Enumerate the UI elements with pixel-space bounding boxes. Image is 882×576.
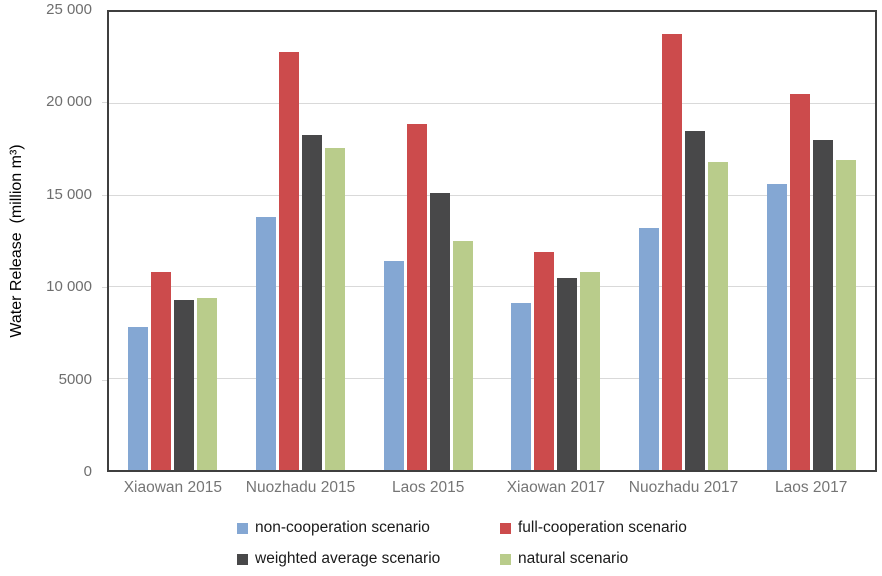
category-label: Nuozhadu 2017 (628, 479, 739, 496)
legend-item: full-cooperation scenario (500, 519, 687, 537)
y-axis-tick-mark (102, 194, 107, 196)
bar-3-2 (452, 241, 473, 470)
y-axis-tick-label: 10 000 (46, 278, 92, 296)
bar-3-3 (580, 272, 601, 470)
legend-item: non-cooperation scenario (237, 519, 500, 537)
bar-3-5 (835, 160, 856, 470)
bar-3-0 (197, 297, 218, 470)
y-axis-tick-label: 25 000 (46, 1, 92, 18)
legend: non-cooperation scenario full-cooperation… (237, 519, 687, 568)
bar-1-3 (534, 252, 555, 470)
bar-0-5 (766, 184, 787, 470)
bar-3-4 (708, 162, 728, 470)
bar-2-0 (174, 299, 195, 470)
bar-0-3 (511, 303, 532, 470)
bar-2-2 (429, 193, 450, 470)
bar-2-3 (557, 277, 578, 470)
legend-item: natural scenario (500, 550, 687, 568)
gridline (109, 103, 875, 105)
legend-label: natural scenario (518, 550, 629, 567)
bar-1-5 (789, 94, 810, 470)
y-axis-tick-label: 15 000 (46, 185, 92, 203)
bar-2-5 (812, 140, 833, 470)
y-axis-tick-mark (102, 102, 107, 104)
y-axis-tick-mark (102, 379, 107, 381)
legend-label: non-cooperation scenario (255, 519, 430, 536)
legend-label: full-cooperation scenario (518, 519, 687, 536)
y-axis-tick-label: 20 000 (46, 93, 92, 111)
bar-3-1 (325, 147, 345, 470)
bar-0-2 (383, 261, 404, 470)
bar-2-4 (685, 131, 705, 470)
category-label: Nuozhadu 2015 (245, 479, 356, 496)
plot-area (107, 10, 877, 472)
y-axis-title: Water Release (million m³) (8, 144, 25, 338)
legend-label: weighted average scenario (255, 550, 441, 567)
gridline (109, 377, 875, 379)
y-axis-tick-label: 0 (83, 463, 92, 480)
y-axis-tick-mark (102, 287, 107, 289)
gridline (109, 194, 875, 196)
bar-1-1 (279, 52, 299, 470)
bar-1-0 (151, 272, 172, 470)
bar-1-2 (406, 123, 427, 470)
legend-swatch-icon (500, 553, 511, 565)
category-label: Xiaowan 2015 (123, 479, 222, 496)
category-label: Laos 2015 (391, 479, 465, 496)
bar-0-4 (639, 228, 659, 470)
category-label: Laos 2017 (774, 479, 848, 496)
bar-2-1 (302, 134, 322, 470)
legend-swatch-icon (237, 553, 248, 565)
y-axis-tick-label: 5000 (58, 370, 92, 388)
legend-swatch-icon (237, 522, 248, 534)
bar-1-4 (662, 33, 682, 470)
bar-0-0 (128, 327, 149, 470)
legend-swatch-icon (500, 522, 511, 534)
category-label: Xiaowan 2017 (506, 479, 605, 496)
bar-0-1 (256, 217, 276, 470)
gridline (109, 286, 875, 288)
legend-item: weighted average scenario (237, 550, 500, 568)
